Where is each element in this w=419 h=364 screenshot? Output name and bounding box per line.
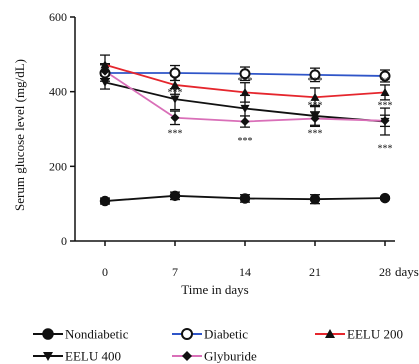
legend: Nondiabetic Diabetic EELU 200 EELU 400 Glybu… <box>33 327 403 364</box>
significance-label: *** <box>308 76 323 87</box>
legend-item-glyburide: Glyburide <box>172 349 257 364</box>
y-tick-label: 600 <box>49 10 67 24</box>
data-point-glyburide <box>170 113 180 123</box>
data-point-eelu-400 <box>100 78 110 87</box>
significance-label: *** <box>238 76 253 87</box>
significance-label: *** <box>238 136 253 147</box>
legend-marker <box>182 351 192 361</box>
significance-label: ** <box>380 76 390 87</box>
data-point-diabetic <box>169 67 181 79</box>
data-point-glyburide <box>240 117 250 127</box>
data-point-nondiabetic <box>239 193 251 204</box>
data-point-glyburide <box>100 66 110 76</box>
data-point-eelu-400 <box>170 95 180 104</box>
series-markers <box>99 60 391 207</box>
x-tick-label: 28 <box>379 265 391 279</box>
x-tick-label: 0 <box>102 265 108 279</box>
data-point-diabetic <box>309 69 321 81</box>
significance-label: *** <box>308 128 323 139</box>
significance-label: *** <box>308 100 323 111</box>
legend-item-eelu-200: EELU 200 <box>315 327 403 342</box>
legend-item-nondiabetic: Nondiabetic <box>33 327 129 342</box>
legend-label: EELU 200 <box>347 327 403 342</box>
data-point-eelu-400 <box>240 104 250 113</box>
data-point-eelu-200 <box>240 87 250 97</box>
x-axis-title: Time in days <box>181 282 248 297</box>
legend-label: Nondiabetic <box>65 327 129 342</box>
y-tick-label: 200 <box>49 159 67 173</box>
x-axis-unit: days <box>395 264 419 279</box>
significance-label: *** <box>378 100 393 111</box>
x-tick-label: 21 <box>309 265 321 279</box>
data-point-nondiabetic <box>99 195 111 207</box>
significance-annotations: ****************************** <box>168 76 393 154</box>
legend-label: EELU 400 <box>65 349 121 364</box>
data-point-glyburide <box>380 116 390 126</box>
y-tick-label: 400 <box>49 85 67 99</box>
legend-marker <box>43 352 53 361</box>
legend-marker <box>181 328 193 340</box>
y-tick-label: 0 <box>61 234 67 248</box>
legend-item-eelu-400: EELU 400 <box>33 349 121 364</box>
data-point-diabetic <box>379 70 391 82</box>
legend-label: Diabetic <box>204 327 248 342</box>
significance-label: *** <box>378 143 393 154</box>
legend-marker <box>42 328 54 340</box>
significance-label: *** <box>168 87 183 98</box>
data-point-eelu-200 <box>170 80 180 89</box>
data-point-nondiabetic <box>309 193 321 205</box>
data-point-eelu-200 <box>310 92 320 101</box>
chart-axes <box>74 17 395 242</box>
y-axis-title: Serum glucose level (mg/dL) <box>12 59 27 211</box>
legend-item-diabetic: Diabetic <box>172 327 248 342</box>
data-point-glyburide <box>310 114 320 124</box>
legend-label: Glyburide <box>204 349 257 364</box>
data-point-eelu-200 <box>100 60 110 69</box>
significance-label: *** <box>168 128 183 139</box>
data-point-eelu-200 <box>380 87 390 97</box>
data-point-diabetic <box>239 68 251 80</box>
significance-label: * <box>173 76 178 87</box>
legend-marker <box>325 329 335 338</box>
x-tick-label: 7 <box>172 265 178 279</box>
data-point-nondiabetic <box>169 190 181 202</box>
x-tick-label: 14 <box>239 265 251 279</box>
axis-ticks: 0 200 400 600 0 7 14 21 28 <box>49 10 391 279</box>
data-point-nondiabetic <box>379 192 391 204</box>
